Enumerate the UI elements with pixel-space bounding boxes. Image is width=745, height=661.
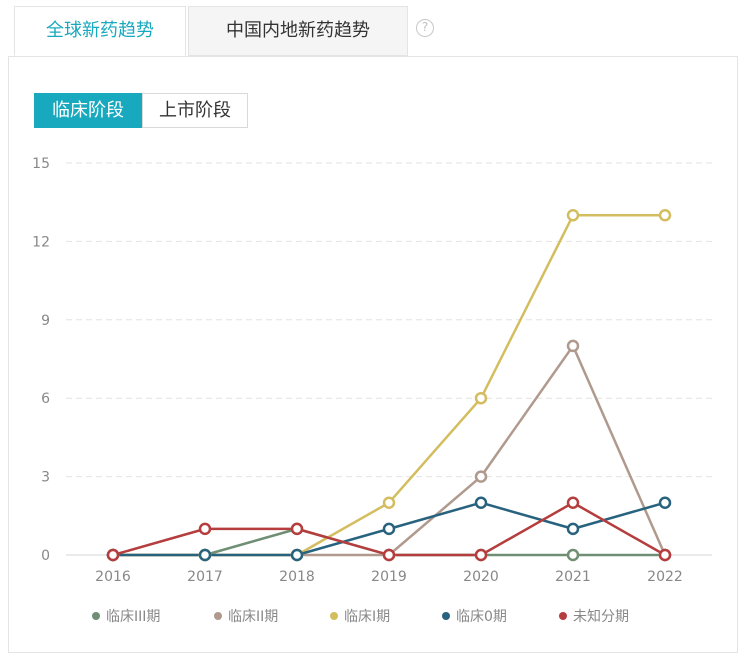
help-icon[interactable]: ? [416, 19, 434, 37]
legend-label: 未知分期 [573, 608, 629, 625]
data-point [382, 522, 396, 536]
y-tick-label: 0 [41, 548, 50, 564]
legend-marker [559, 612, 567, 620]
x-tick-label: 2022 [647, 569, 683, 585]
data-point [474, 391, 488, 405]
data-point [382, 496, 396, 509]
data-point [566, 548, 580, 562]
data-point [474, 548, 488, 562]
trend-tabs: 全球新药趋势 中国内地新药趋势 ? [0, 0, 745, 57]
x-tick-label: 2020 [463, 569, 499, 585]
x-tick-label: 2017 [187, 569, 223, 585]
data-point [106, 548, 120, 562]
segment-market-stage[interactable]: 上市阶段 [142, 93, 248, 128]
data-point [658, 209, 672, 222]
y-tick-label: 3 [41, 470, 50, 486]
data-point [566, 522, 580, 536]
chart-panel [8, 56, 738, 653]
y-tick-label: 15 [32, 156, 50, 172]
legend-label: 临床I期 [344, 609, 390, 625]
y-tick-label: 12 [32, 234, 50, 250]
data-point [658, 548, 672, 562]
data-point [566, 209, 580, 222]
x-tick-label: 2021 [555, 569, 591, 585]
data-point [290, 522, 304, 536]
legend-marker [214, 612, 222, 620]
x-tick-label: 2016 [95, 569, 131, 585]
legend-label: 临床III期 [106, 609, 160, 625]
data-point [566, 339, 580, 353]
data-point [382, 548, 396, 562]
data-point [290, 548, 304, 562]
tab-china-trend[interactable]: 中国内地新药趋势 [188, 6, 408, 56]
tab-global-trend[interactable]: 全球新药趋势 [14, 6, 186, 56]
data-point [198, 522, 212, 536]
data-point [474, 496, 488, 509]
y-tick-label: 6 [41, 391, 50, 407]
segment-clinical-stage[interactable]: 临床阶段 [34, 93, 142, 128]
y-tick-label: 9 [41, 313, 50, 329]
legend-marker [442, 612, 450, 620]
data-point [658, 496, 672, 509]
legend-label: 临床0期 [456, 609, 507, 625]
legend-marker [92, 612, 100, 620]
data-point [198, 548, 212, 562]
x-tick-label: 2018 [279, 569, 315, 585]
data-point [566, 496, 580, 509]
x-tick-label: 2019 [371, 569, 407, 585]
legend-label: 临床II期 [228, 609, 278, 625]
data-point [474, 470, 488, 483]
legend-marker [330, 612, 338, 620]
